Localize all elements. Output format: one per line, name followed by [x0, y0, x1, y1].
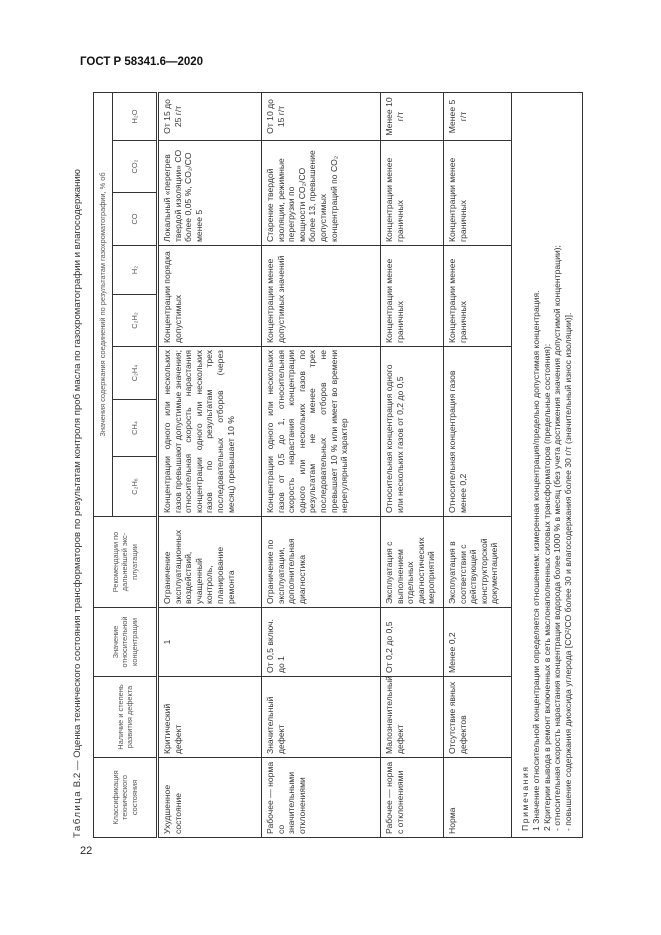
cell-h2o: От 10 до 15 г/т: [261, 92, 381, 141]
header-gas: C₂H₂: [112, 294, 158, 347]
header-gas: CO₂: [112, 140, 158, 193]
cell-c2h2-h2: Концентрации менее допустимых значений: [261, 245, 381, 347]
cell-h2o: Менее 10 г/т: [380, 92, 444, 141]
header-gas: CO: [112, 192, 158, 246]
assessment-table: Классификация технического состояния Нал…: [93, 92, 583, 838]
cell-relative: Менее 0,2: [443, 607, 512, 677]
header-relative: Значение относительной концентрации: [93, 607, 158, 677]
cell-classification: Ухудшенное состояние: [157, 757, 262, 838]
notes-row: Примечания 1 Значение относительной конц…: [511, 92, 583, 838]
caption-text: — Оценка технического состояния трансфор…: [72, 169, 83, 771]
table-row: Рабочее — норма с отклонениями Малозначи…: [380, 92, 444, 838]
header-classification: Классификация технического состояния: [93, 757, 158, 838]
rotated-table-block: Таблица В.2 — Оценка технического состоя…: [70, 92, 590, 838]
header-recommendations: Рекомендации по дальнейшей экс-плуатации: [93, 516, 158, 608]
cell-relative: От 0,2 до 0,5: [380, 607, 444, 677]
cell-recommendations: Ограничение эксплуатационных воздействий…: [157, 516, 262, 608]
cell-c2h2-h2: Концентрации менее граничных: [443, 245, 512, 347]
cell-classification: Рабочее — норма с отклонениями: [380, 757, 444, 838]
cell-recommendations: Ограничение по эксплуатации, дополнитель…: [261, 516, 381, 608]
cell-co-co2: Концентрации менее граничных: [380, 140, 444, 246]
cell-h2o: Менее 5 г/т: [443, 92, 512, 141]
cell-co-co2: Локальный «перегрев твердой изоляции» CO…: [157, 140, 262, 246]
cell-co-co2: Концентрации менее граничных: [443, 140, 512, 246]
cell-defect: Значительный дефект: [261, 676, 381, 758]
cell-hydrocarbons: Относительная концентрация одного или не…: [380, 346, 444, 517]
header-gas: C₂H₆: [112, 456, 158, 517]
cell-classification: Рабочее — норма со значительными отклоне…: [261, 757, 381, 838]
document-code: ГОСТ Р 58341.6—2020: [80, 56, 204, 68]
cell-defect: Малозначительный дефект: [380, 676, 444, 758]
cell-hydrocarbons: Концентрации одного или нескольких газов…: [157, 346, 262, 517]
cell-classification: Норма: [443, 757, 512, 838]
page-number: 22: [80, 845, 93, 857]
cell-h2o: От 15 до 25 г/т: [157, 92, 262, 141]
cell-recommendations: Эксплуатация в соответствии с действующе…: [443, 516, 512, 608]
note-line: - относительная скорость нарастания конц…: [552, 245, 563, 831]
cell-defect: Отсутствие явных дефектов: [443, 676, 512, 758]
header-gas: C₂H₄: [112, 346, 158, 400]
header-row: Классификация технического состояния Нал…: [93, 92, 158, 838]
table-row: Рабочее — норма со значительными отклоне…: [261, 92, 381, 838]
cell-c2h2-h2: Концентрации менее граничных: [380, 245, 444, 347]
cell-hydrocarbons: Концентрации одного или нескольких газов…: [261, 346, 381, 517]
header-defect: Наличие и степень развития дефекта: [93, 676, 158, 758]
caption-number: В.2: [72, 772, 83, 788]
notes-title: Примечания: [520, 765, 530, 831]
header-gas: H₂: [112, 245, 158, 295]
header-gases-group: Значения содержания соединений по резуль…: [93, 92, 113, 517]
cell-relative: От 0,5 включ. до 1: [261, 607, 381, 677]
cell-recommendations: Эксплуатация с выполнением отдельных диа…: [380, 516, 444, 608]
table-row: Ухудшенное состояние Критический дефект …: [157, 92, 262, 838]
table-row: Норма Отсутствие явных дефектов Менее 0,…: [443, 92, 512, 838]
cell-c2h2-h2: Концентрации порядка допустимых: [157, 245, 262, 347]
note-line: - повышение содержания диоксида углерода…: [563, 312, 574, 831]
note-line: 2 Критерии вывода в ремонт включенных в …: [541, 343, 552, 831]
cell-relative: 1: [157, 607, 262, 677]
cell-defect: Критический дефект: [157, 676, 262, 758]
caption-label: Таблица: [72, 789, 83, 838]
cell-hydrocarbons: Относительная концентрация газов менее 0…: [443, 346, 512, 517]
header-gas: CH₄: [112, 399, 158, 457]
header-gas: H₂O: [112, 92, 158, 141]
table-caption: Таблица В.2 — Оценка технического состоя…: [70, 93, 93, 838]
cell-co-co2: Старение твердой изоляции, режимные пере…: [261, 140, 381, 246]
notes-cell: Примечания 1 Значение относительной конц…: [511, 92, 583, 838]
note-line: 1 Значение относительной концентрации оп…: [530, 290, 541, 831]
